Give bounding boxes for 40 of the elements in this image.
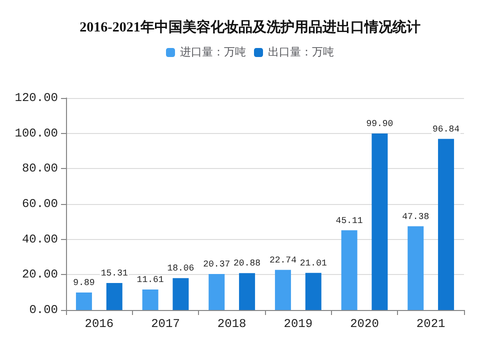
data-label: 22.74 xyxy=(269,255,296,266)
bar xyxy=(408,226,424,310)
x-tick-label: 2018 xyxy=(217,317,246,331)
data-label: 18.06 xyxy=(167,264,194,274)
bar xyxy=(208,274,225,310)
x-tick-label: 2019 xyxy=(284,317,313,331)
data-label: 15.31 xyxy=(100,268,128,278)
bar xyxy=(76,292,92,310)
y-tick-label: 60.00 xyxy=(22,197,58,211)
y-tick-label: 80.00 xyxy=(22,162,58,176)
data-label: 20.37 xyxy=(203,260,230,270)
y-tick-label: 100.00 xyxy=(14,126,58,140)
bar xyxy=(341,230,358,310)
bar xyxy=(372,134,388,310)
bar xyxy=(106,282,122,310)
data-label: 9.89 xyxy=(73,278,95,288)
y-tick-label: 120.00 xyxy=(14,91,58,105)
data-label: 20.88 xyxy=(234,258,261,269)
data-label: 47.38 xyxy=(402,212,430,222)
x-tick-label: 2021 xyxy=(416,317,446,331)
data-label: 21.01 xyxy=(300,258,327,268)
x-tick-label: 2017 xyxy=(151,317,180,331)
y-tick-label: 0.00 xyxy=(29,303,58,317)
y-tick-label: 40.00 xyxy=(22,232,58,246)
data-label: 45.11 xyxy=(336,216,363,226)
chart-title: 2016-2021年中国美容化妆品及洗护用品进出口情况统计 xyxy=(80,18,420,36)
bar xyxy=(172,278,189,310)
x-tick-label: 2016 xyxy=(84,317,114,331)
bar xyxy=(239,273,256,310)
data-label: 99.90 xyxy=(366,119,394,130)
bar xyxy=(305,272,322,310)
legend-label: 进口量：万吨 xyxy=(180,46,246,58)
bar xyxy=(438,138,454,310)
x-tick-label: 2020 xyxy=(350,317,379,331)
data-label: 11.61 xyxy=(136,274,164,285)
bar xyxy=(142,289,158,310)
data-label: 96.84 xyxy=(432,124,460,134)
legend-label: 出口量：万吨 xyxy=(268,46,334,58)
bar xyxy=(274,270,291,310)
y-tick-label: 20.00 xyxy=(22,268,58,282)
